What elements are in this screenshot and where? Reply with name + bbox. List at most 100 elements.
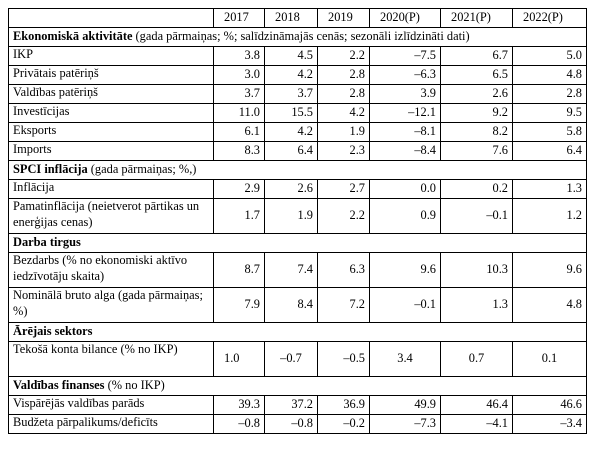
table-row: Eksports 6.1 4.2 1.9 –8.1 8.2 5.8 (8, 122, 587, 142)
value-cell: 3.9 (369, 84, 441, 104)
value-cell: 0.7 (440, 341, 513, 377)
value-cell: –7.5 (369, 46, 441, 66)
section-title: Ārējais sektors (8, 322, 587, 342)
row-label: Imports (8, 141, 214, 161)
section-title-qualifier: (gada pārmaiņas; %; salīdzināmajās cenās… (132, 29, 470, 44)
value-cell: 1.9 (264, 198, 318, 234)
row-label: Vispārējās valdības parāds (8, 395, 214, 415)
value-cell: 2.3 (317, 141, 370, 161)
value-cell: –8.1 (369, 122, 441, 142)
value-cell: 1.9 (317, 122, 370, 142)
table-row: Pamatinflācija (neietverot pārtikas un e… (8, 198, 587, 234)
value-cell: –12.1 (369, 103, 441, 123)
value-cell: 39.3 (213, 395, 265, 415)
row-label: Pamatinflācija (neietverot pārtikas un e… (8, 198, 214, 234)
value-cell: 7.2 (317, 287, 370, 323)
value-cell: 3.0 (213, 65, 265, 85)
section-header-row: SPCI inflācija (gada pārmaiņas; %,) (8, 160, 587, 180)
value-cell: 3.8 (213, 46, 265, 66)
value-cell: 4.2 (264, 122, 318, 142)
forecast-table: 2017 2018 2019 2020(P) 2021(P) 2022(P) E… (8, 8, 587, 434)
value-cell: 0.9 (369, 198, 441, 234)
column-header: 2022(P) (512, 8, 587, 28)
value-cell: 7.9 (213, 287, 265, 323)
value-cell: 6.3 (317, 252, 370, 288)
table-row: Nominālā bruto alga (gada pārmaiņas; %) 7… (8, 287, 587, 323)
section-title-qualifier: (% no IKP) (104, 378, 165, 393)
section-title: Valdības finanses (% no IKP) (8, 376, 587, 396)
value-cell: 1.2 (512, 198, 587, 234)
table-row: IKP 3.8 4.5 2.2 –7.5 6.7 5.0 (8, 46, 587, 66)
value-cell: –0.5 (317, 341, 370, 377)
value-cell: 2.8 (317, 65, 370, 85)
value-cell: 2.8 (512, 84, 587, 104)
value-cell: –0.8 (264, 414, 318, 434)
value-cell: 4.5 (264, 46, 318, 66)
row-label: Privātais patēriņš (8, 65, 214, 85)
column-header: 2021(P) (440, 8, 513, 28)
value-cell: 5.8 (512, 122, 587, 142)
value-cell: 5.0 (512, 46, 587, 66)
value-cell: –0.7 (264, 341, 318, 377)
row-label: Bezdarbs (% no ekonomiski aktīvo iedzīvo… (8, 252, 214, 288)
section-header-row: Darba tirgus (8, 233, 587, 253)
table-row: Valdības patēriņš 3.7 3.7 2.8 3.9 2.6 2.8 (8, 84, 587, 104)
value-cell: 0.1 (512, 341, 587, 377)
value-cell: 6.1 (213, 122, 265, 142)
section-header-row: Valdības finanses (% no IKP) (8, 376, 587, 396)
row-label: Investīcijas (8, 103, 214, 123)
section-title-bold: Ekonomiskā aktivitāte (13, 29, 133, 44)
section-header-row: Ekonomiskā aktivitāte (gada pārmaiņas; %… (8, 27, 587, 47)
value-cell: 2.2 (317, 198, 370, 234)
value-cell: 0.2 (440, 179, 513, 199)
value-cell: 9.5 (512, 103, 587, 123)
value-cell: 4.8 (512, 65, 587, 85)
row-label: IKP (8, 46, 214, 66)
value-cell: 8.3 (213, 141, 265, 161)
value-cell: 6.7 (440, 46, 513, 66)
value-cell: 2.2 (317, 46, 370, 66)
section-title: Darba tirgus (8, 233, 587, 253)
value-cell: 46.6 (512, 395, 587, 415)
value-cell: –7.3 (369, 414, 441, 434)
value-cell: 1.7 (213, 198, 265, 234)
value-cell: –0.2 (317, 414, 370, 434)
value-cell: 6.4 (512, 141, 587, 161)
value-cell: 9.6 (369, 252, 441, 288)
value-cell: 7.4 (264, 252, 318, 288)
column-header: 2018 (264, 8, 318, 28)
value-cell: –0.1 (440, 198, 513, 234)
value-cell: 2.6 (440, 84, 513, 104)
table-row: Privātais patēriņš 3.0 4.2 2.8 –6.3 6.5 4.8 (8, 65, 587, 85)
value-cell: 8.2 (440, 122, 513, 142)
value-cell: –0.1 (369, 287, 441, 323)
header-empty-cell (8, 8, 214, 28)
value-cell: 15.5 (264, 103, 318, 123)
value-cell: 2.9 (213, 179, 265, 199)
row-label: Inflācija (8, 179, 214, 199)
value-cell: 6.5 (440, 65, 513, 85)
column-header: 2020(P) (369, 8, 441, 28)
forecast-document: 2017 2018 2019 2020(P) 2021(P) 2022(P) E… (8, 8, 587, 434)
column-header: 2017 (213, 8, 265, 28)
value-cell: 4.2 (264, 65, 318, 85)
section-title-bold: Ārējais sektors (13, 324, 93, 339)
row-label: Nominālā bruto alga (gada pārmaiņas; %) (8, 287, 214, 323)
value-cell: 1.3 (440, 287, 513, 323)
value-cell: 9.2 (440, 103, 513, 123)
value-cell: 36.9 (317, 395, 370, 415)
section-title: Ekonomiskā aktivitāte (gada pārmaiņas; %… (8, 27, 587, 47)
row-label: Valdības patēriņš (8, 84, 214, 104)
value-cell: –0.8 (213, 414, 265, 434)
value-cell: 9.6 (512, 252, 587, 288)
value-cell: 8.4 (264, 287, 318, 323)
value-cell: 2.6 (264, 179, 318, 199)
value-cell: 37.2 (264, 395, 318, 415)
value-cell: 3.4 (369, 341, 441, 377)
table-row: Vispārējās valdības parāds 39.3 37.2 36.9 49… (8, 395, 587, 415)
value-cell: 4.8 (512, 287, 587, 323)
value-cell: 6.4 (264, 141, 318, 161)
table-row: Budžeta pārpalikums/deficīts –0.8 –0.8 –0.2… (8, 414, 587, 434)
value-cell: 10.3 (440, 252, 513, 288)
section-title-bold: Darba tirgus (13, 235, 81, 250)
